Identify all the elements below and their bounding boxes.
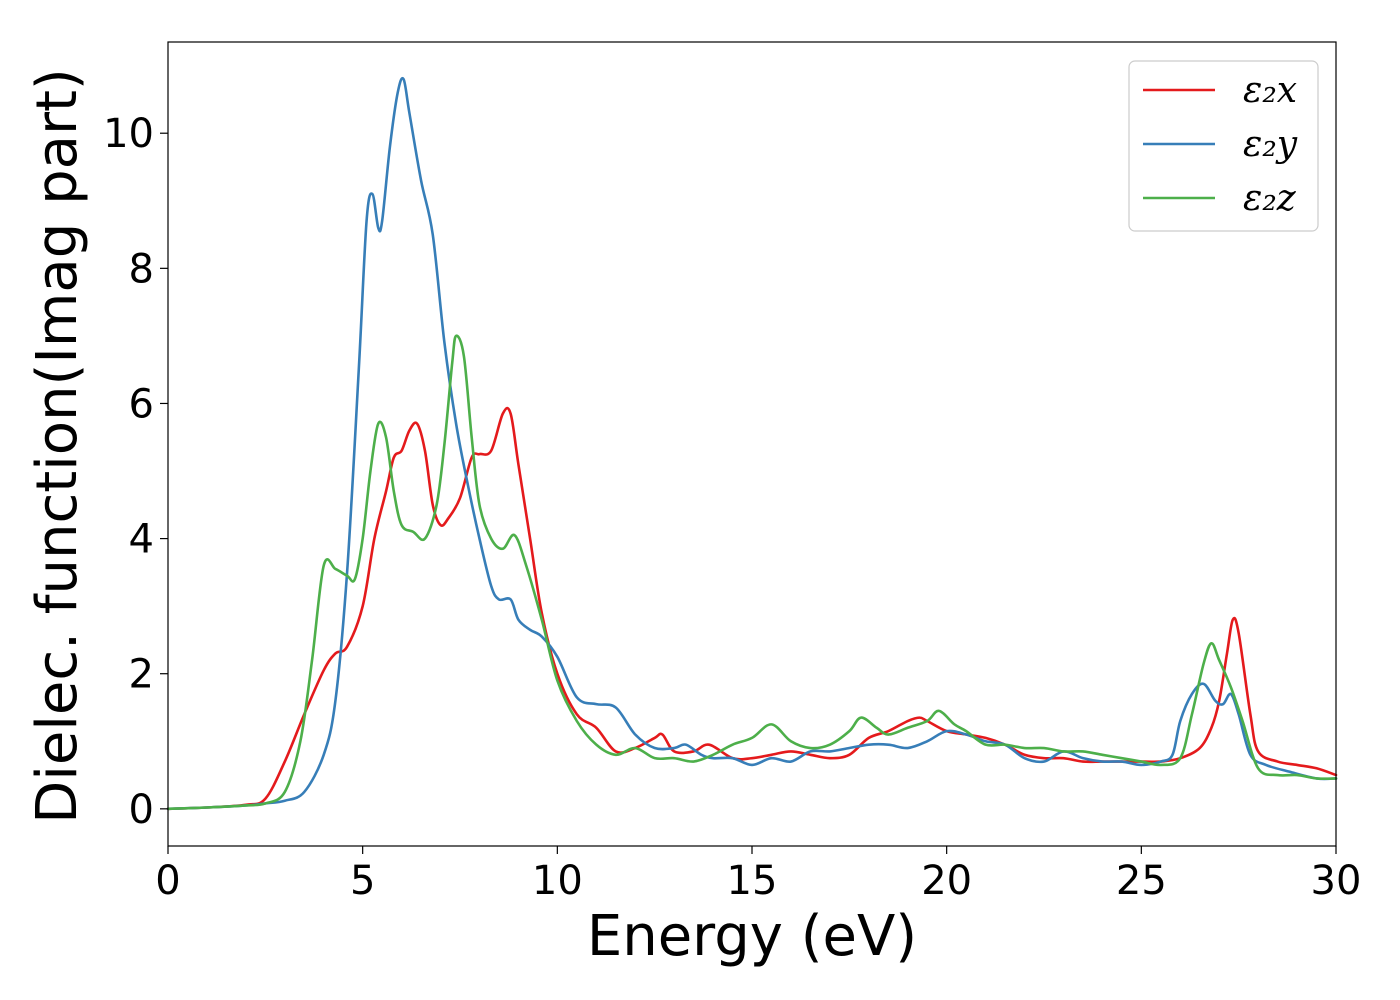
- x-tick-label: 15: [727, 858, 778, 904]
- y-axis-title: Dielec. function(Imag part): [25, 68, 90, 824]
- x-axis-ticks: 0 5 10 15 20 25 30: [155, 846, 1361, 904]
- y-tick-label: 8: [129, 246, 154, 292]
- x-tick-label: 10: [532, 858, 583, 904]
- legend-entry-e2z-label: ε₂z: [1243, 178, 1297, 219]
- y-axis-ticks: 0 2 4 6 8 10: [103, 111, 168, 833]
- y-tick-label: 2: [129, 652, 154, 698]
- legend-box: [1128, 60, 1319, 232]
- legend: ε₂x ε₂y ε₂z: [1128, 60, 1319, 232]
- series-line-e2y: [166, 76, 1338, 811]
- series-line-e2z: [166, 334, 1338, 811]
- legend-entry-e2x-label: ε₂x: [1243, 70, 1297, 111]
- y-tick-label: 6: [129, 381, 154, 427]
- x-tick-label: 20: [921, 858, 972, 904]
- x-tick-label: 30: [1311, 858, 1362, 904]
- x-axis-title: Energy (eV): [587, 904, 917, 969]
- x-tick-label: 0: [155, 858, 180, 904]
- series-layer: [166, 76, 1338, 811]
- y-tick-label: 10: [103, 111, 154, 157]
- x-tick-label: 25: [1116, 858, 1167, 904]
- legend-entry-e2y-label: ε₂y: [1243, 124, 1298, 165]
- series-line-e2x: [166, 406, 1338, 811]
- y-tick-label: 4: [129, 517, 154, 563]
- y-tick-label: 0: [129, 787, 154, 833]
- x-tick-label: 5: [350, 858, 375, 904]
